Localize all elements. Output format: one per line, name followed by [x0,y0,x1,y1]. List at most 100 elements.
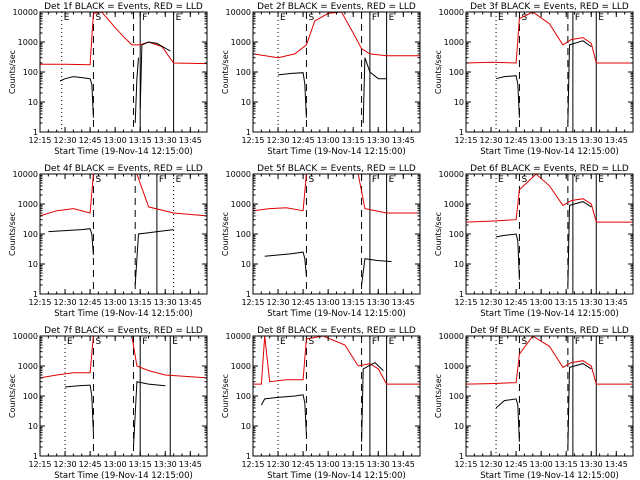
x-tick-label: 13:45 [605,460,628,469]
marker-label-1: E [64,13,70,23]
events-series-segment-3 [139,41,171,109]
events-series-segment-2 [134,57,139,124]
marker-label-4: E [176,175,182,185]
marker-label-2: S [521,175,527,185]
x-tick-label: 13:45 [605,298,628,307]
y-tick-label: 10 [241,422,251,431]
x-tick-label: 12:30 [267,136,290,145]
x-tick-label: 13:45 [179,298,202,307]
events-series-segment-1 [59,76,94,118]
events-series-segment-2 [361,361,384,442]
y-axis-label: Counts/sec [434,50,443,94]
x-tick-label: 13:15 [555,136,578,145]
x-axis-label: Start Time (19-Nov-14 12:15:00) [480,471,619,480]
marker-label-4: F [372,337,377,347]
y-tick-label: 10000 [13,170,38,179]
marker-label-5: E [598,337,604,347]
x-tick-label: 13:45 [179,136,202,145]
events-series-segment-1 [48,228,94,256]
events-series-segment-1 [264,251,307,276]
marker-label-4: F [575,13,580,23]
x-tick-label: 13:15 [129,136,152,145]
x-tick-label: 13:30 [367,460,390,469]
y-tick-label: 100 [449,68,464,77]
events-series-segment-1 [495,398,520,442]
lld-series-segment-1 [465,11,633,64]
y-tick-label: 10000 [13,8,38,17]
x-tick-label: 13:15 [342,136,365,145]
y-tick-label: 10 [454,260,464,269]
y-axis-label: Counts/sec [221,212,230,256]
x-tick-label: 13:00 [317,460,340,469]
x-tick-label: 13:30 [367,298,390,307]
y-tick-label: 100 [449,230,464,239]
x-tick-label: 12:15 [454,298,477,307]
y-tick-label: 1000 [18,362,38,371]
y-tick-label: 100 [236,230,251,239]
marker-label-1: S [95,175,101,185]
plot-frame [39,173,208,295]
y-tick-label: 100 [449,392,464,401]
marker-label-3: F [159,175,164,185]
x-tick-label: 12:30 [54,136,77,145]
marker-label-5: E [598,13,604,23]
x-tick-label: 13:30 [154,298,177,307]
events-series-segment-2 [361,258,392,286]
marker-label-1: E [280,337,286,347]
x-tick-label: 13:00 [104,298,127,307]
marker-label-1: E [498,175,504,185]
y-tick-label: 1000 [231,362,251,371]
x-tick-label: 13:15 [129,460,152,469]
x-axis-label: Start Time (19-Nov-14 12:15:00) [267,309,406,319]
y-axis-label: Counts/sec [8,50,17,94]
x-tick-label: 13:00 [530,460,553,469]
x-axis-label: Start Time (19-Nov-14 12:15:00) [54,147,193,157]
marker-label-4: F [575,175,580,185]
x-tick-label: 12:45 [292,136,315,145]
panel-title: Det 3f BLACK = Events, RED = LLD [470,2,629,12]
x-axis-label: Start Time (19-Nov-14 12:15:00) [480,147,619,157]
y-tick-label: 1000 [231,200,251,209]
events-series-segment-1 [260,394,307,436]
x-tick-label: 13:00 [317,136,340,145]
lld-series-segment-1 [253,335,420,385]
x-tick-label: 13:30 [580,136,603,145]
x-tick-label: 12:15 [28,136,51,145]
x-tick-label: 13:30 [580,460,603,469]
marker-label-5: E [389,13,395,23]
lld-series-segment-1 [252,173,420,214]
x-tick-label: 13:00 [530,298,553,307]
x-tick-label: 12:15 [28,298,51,307]
lld-series-segment-1 [252,11,420,59]
x-tick-label: 12:45 [79,460,102,469]
marker-label-5: E [389,337,395,347]
x-tick-label: 13:15 [342,460,365,469]
x-tick-label: 13:00 [530,136,553,145]
x-tick-label: 13:45 [392,298,415,307]
x-axis-label: Start Time (19-Nov-14 12:15:00) [54,471,193,480]
x-axis-label: Start Time (19-Nov-14 12:15:00) [267,147,406,157]
panel-title: Det 2f BLACK = Events, RED = LLD [257,2,416,12]
panel-title: Det 1f BLACK = Events, RED = LLD [44,2,203,12]
y-tick-label: 1 [459,128,464,137]
lld-series-segment-1 [465,173,633,223]
y-tick-label: 1000 [18,38,38,47]
y-tick-label: 1000 [444,38,464,47]
x-tick-label: 13:30 [580,298,603,307]
y-tick-label: 10000 [439,332,464,341]
events-series-segment-1 [496,233,520,280]
panel-title: Det 9f BLACK = Events, RED = LLD [470,326,629,336]
y-tick-label: 100 [23,230,38,239]
y-tick-label: 1000 [18,200,38,209]
marker-label-2: S [308,13,314,23]
y-axis-label: Counts/sec [221,374,230,418]
x-tick-label: 12:15 [241,136,264,145]
x-tick-label: 12:30 [480,460,503,469]
x-tick-label: 12:30 [267,298,290,307]
